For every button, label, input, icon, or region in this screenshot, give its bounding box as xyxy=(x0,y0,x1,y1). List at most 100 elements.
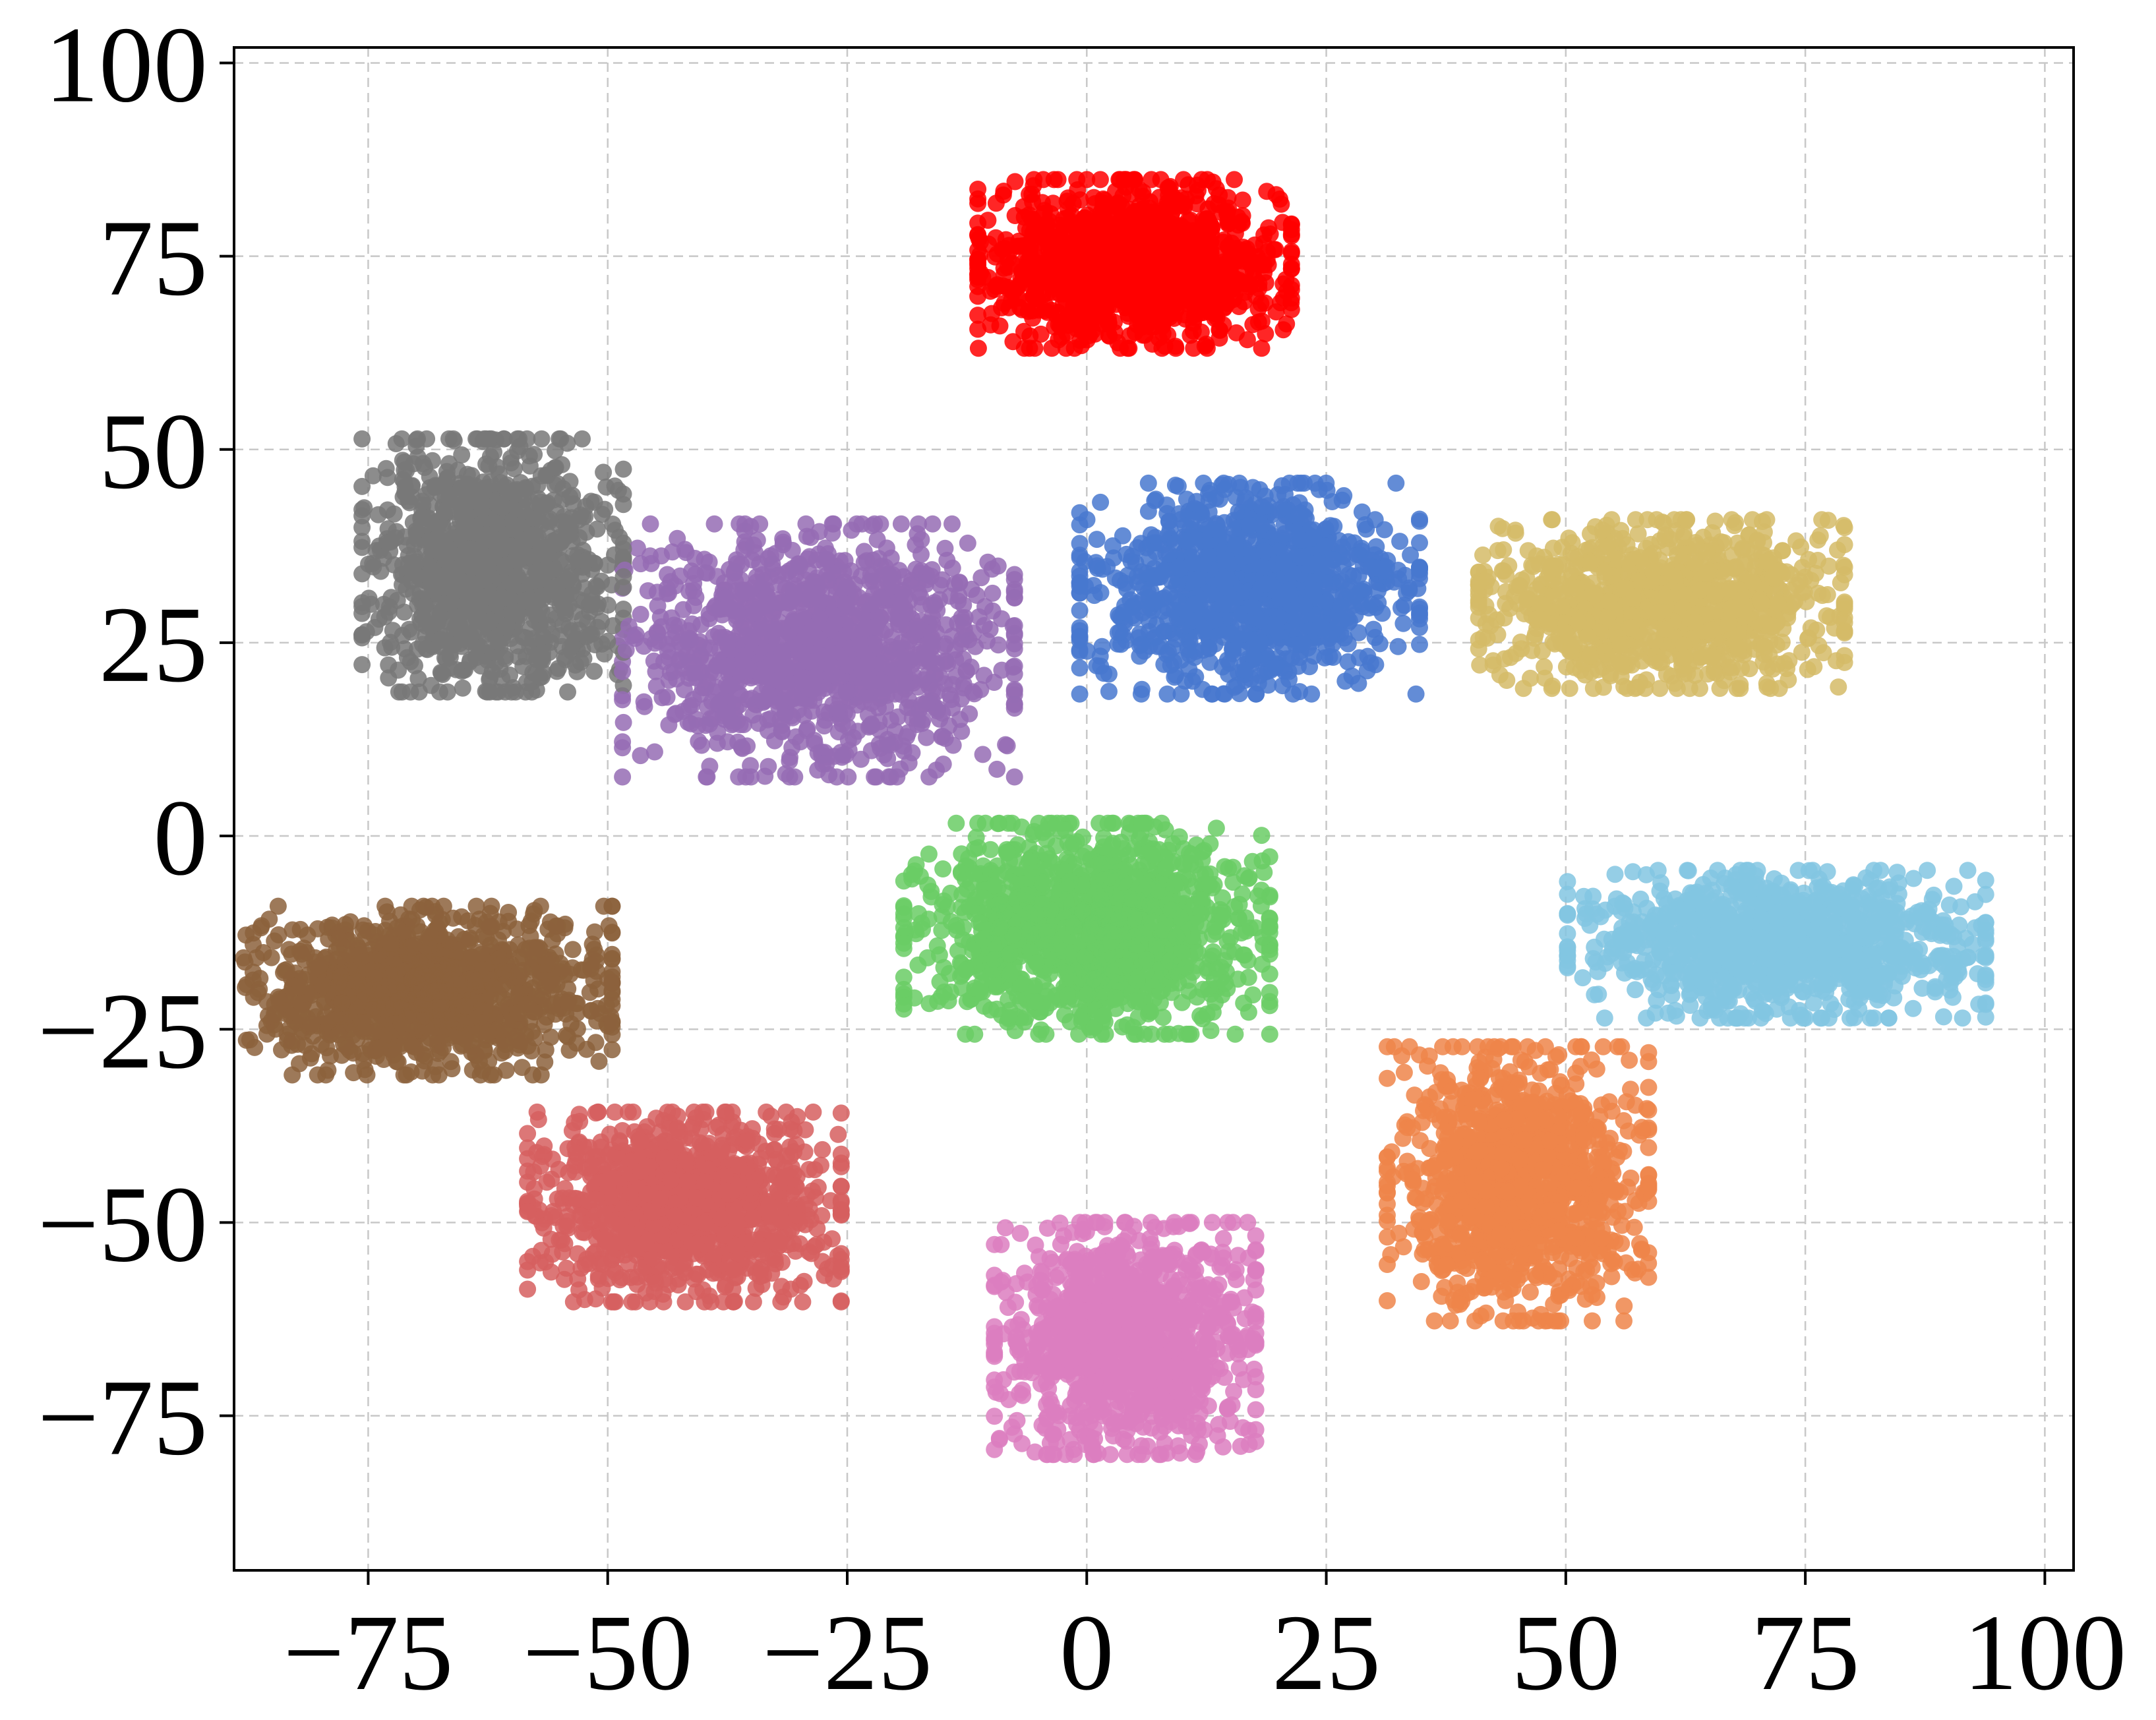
scatter-point xyxy=(920,845,938,863)
scatter-point xyxy=(1681,680,1698,697)
scatter-point xyxy=(1232,1437,1249,1455)
scatter-point xyxy=(892,515,910,533)
scatter-point xyxy=(1379,1212,1396,1230)
scatter-point xyxy=(829,1125,847,1143)
scatter-point xyxy=(1919,862,1936,879)
scatter-point xyxy=(1474,546,1491,564)
scatter-point xyxy=(943,515,961,533)
scatter-point xyxy=(1373,605,1391,622)
scatter-point xyxy=(438,683,456,701)
scatter-point xyxy=(606,1103,624,1121)
scatter-point xyxy=(564,941,582,959)
scatter-point xyxy=(1640,1139,1658,1156)
scatter-point xyxy=(1006,173,1024,191)
scatter-point xyxy=(1905,870,1923,887)
scatter-point xyxy=(895,968,913,986)
scatter-point xyxy=(1201,835,1219,852)
scatter-point xyxy=(1379,1292,1396,1309)
scatter-point xyxy=(1395,1063,1413,1081)
scatter-point xyxy=(1253,827,1271,845)
scatter-point xyxy=(996,1219,1014,1237)
scatter-point xyxy=(1247,1227,1265,1245)
scatter-point xyxy=(1493,519,1511,537)
scatter-point xyxy=(1389,638,1407,655)
scatter-point xyxy=(1574,969,1592,987)
scatter-point xyxy=(1243,852,1261,870)
scatter-point xyxy=(1836,536,1853,554)
scatter-point xyxy=(1234,191,1251,209)
scatter-point xyxy=(810,523,828,541)
scatter-point xyxy=(974,746,992,763)
scatter-point xyxy=(1596,1009,1613,1027)
scatter-point xyxy=(1274,677,1292,695)
scatter-point xyxy=(1425,1312,1443,1330)
scatter-point xyxy=(1559,925,1576,943)
scatter-point xyxy=(1615,1312,1632,1330)
scatter-point xyxy=(603,1041,621,1059)
scatter-point xyxy=(467,897,485,915)
scatter-point xyxy=(1011,1224,1029,1242)
scatter-point xyxy=(744,1293,762,1311)
scatter-point xyxy=(1904,999,1922,1017)
scatter-point xyxy=(1453,1038,1471,1055)
scatter-point xyxy=(1774,542,1791,560)
scatter-point xyxy=(645,743,663,761)
scatter-point xyxy=(378,469,396,487)
scatter-point xyxy=(1071,602,1089,619)
scatter-point xyxy=(674,601,692,618)
scatter-point xyxy=(1934,1008,1952,1026)
scatter-point xyxy=(582,492,600,510)
scatter-point xyxy=(924,515,942,533)
scatter-point xyxy=(1606,866,1624,883)
scatter-point xyxy=(269,897,287,915)
scatter-point xyxy=(1407,685,1425,703)
scatter-point xyxy=(1519,1038,1536,1055)
scatter-point xyxy=(1201,653,1219,671)
scatter-point xyxy=(933,922,951,939)
scatter-point xyxy=(453,446,471,463)
scatter-point xyxy=(676,1293,694,1311)
scatter-point xyxy=(959,534,976,552)
scatter-point xyxy=(1959,862,1977,879)
scatter-points xyxy=(235,171,1994,1464)
scatter-point xyxy=(1224,1214,1242,1231)
scatter-point xyxy=(1139,474,1157,492)
scatter-point xyxy=(1640,1079,1658,1096)
scatter-point xyxy=(1793,643,1811,661)
scatter-point xyxy=(619,1103,637,1121)
scatter-point xyxy=(614,713,632,731)
scatter-point xyxy=(1402,546,1420,564)
scatter-point xyxy=(1333,491,1351,509)
scatter-point xyxy=(1071,685,1089,703)
scatter-point xyxy=(1651,680,1669,697)
scatter-point xyxy=(1092,493,1110,511)
scatter-point xyxy=(1091,814,1108,832)
scatter-point xyxy=(1627,981,1644,999)
scatter-point xyxy=(1379,1069,1396,1087)
scatter-point xyxy=(454,679,471,697)
scatter-point xyxy=(878,539,895,557)
scatter-point xyxy=(1239,1214,1257,1231)
scatter-point xyxy=(1394,614,1412,632)
scatter-point xyxy=(1880,1009,1898,1027)
scatter-point xyxy=(1411,510,1428,528)
scatter-point xyxy=(1247,1381,1265,1398)
scatter-point xyxy=(1559,885,1576,903)
scatter-point xyxy=(1865,862,1882,879)
scatter-point xyxy=(1226,1025,1244,1043)
scatter-point xyxy=(614,768,632,786)
scatter-point xyxy=(1406,1086,1423,1104)
scatter-point xyxy=(1143,171,1160,189)
scatter-point xyxy=(393,683,411,701)
scatter-point xyxy=(1818,863,1836,881)
scatter-point xyxy=(1547,1048,1565,1065)
scatter-point xyxy=(1379,1038,1396,1055)
scatter-point xyxy=(1172,685,1190,703)
scatter-point xyxy=(614,676,632,694)
scatter-point xyxy=(832,1292,850,1310)
scatter-point xyxy=(855,543,873,560)
scatter-point xyxy=(1394,1238,1412,1256)
scatter-point xyxy=(628,539,646,557)
scatter-point xyxy=(1805,994,1822,1012)
